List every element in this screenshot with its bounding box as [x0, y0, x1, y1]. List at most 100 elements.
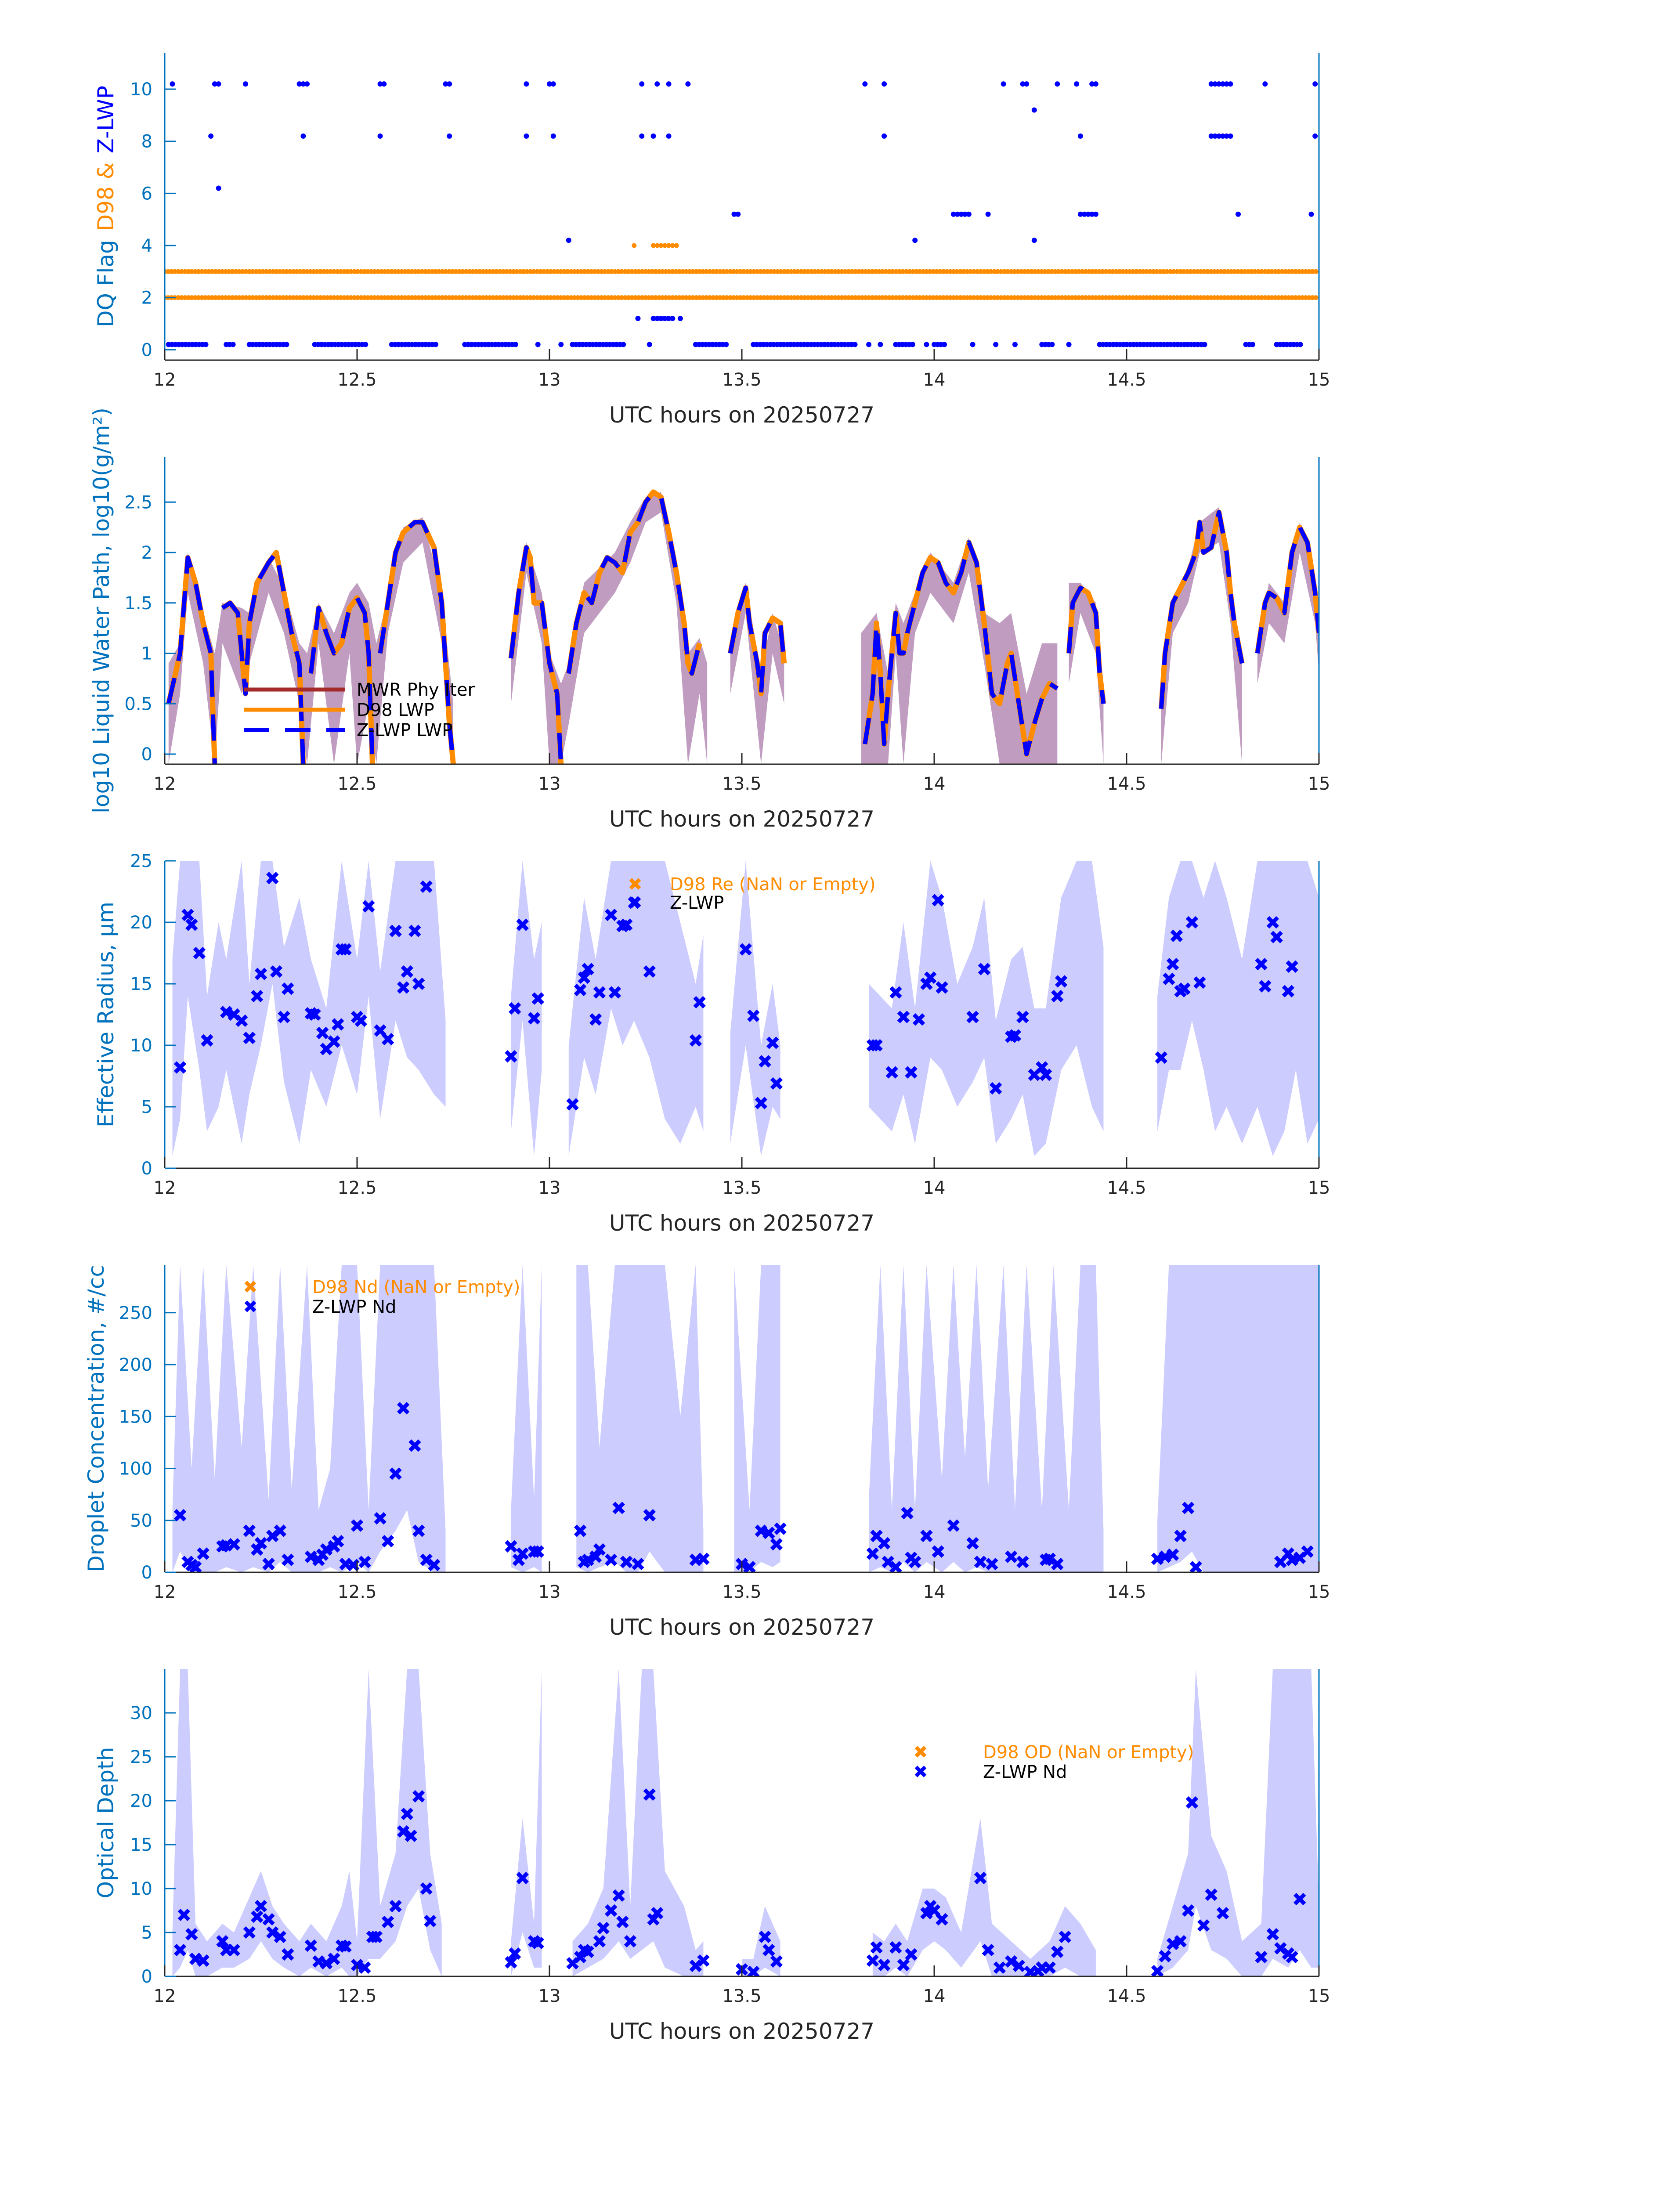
d98-flag-point [958, 269, 963, 274]
d98-flag-point [196, 269, 201, 274]
d98-flag-point [192, 269, 198, 274]
panel4-legend: ✖ ✖ D98 Nd (NaN or Empty) Z-LWP Nd [243, 1277, 520, 1317]
d98-flag-point [1164, 295, 1170, 300]
zlwp-uncertainty-band [572, 1669, 704, 1976]
zlwp-uncertainty-band [869, 861, 1104, 1156]
d98-flag-point [345, 269, 350, 274]
d98-flag-point [931, 269, 936, 274]
zlwp-point [1185, 1796, 1199, 1809]
d98-flag-point [528, 295, 533, 300]
zlwp-point [424, 1914, 437, 1928]
d98-flag-point [1195, 269, 1200, 274]
d98-flag-point [663, 295, 668, 300]
d98-flag-point [260, 295, 266, 300]
d98-flag-point [203, 269, 208, 274]
d98-flag-point [1042, 295, 1048, 300]
zlwp-uncertainty-band [172, 1669, 442, 1976]
d98-flag-point [683, 269, 689, 274]
zlwp-flag-point [1012, 342, 1018, 347]
zlwp-point [328, 1035, 340, 1048]
zlwp-uncertainty-band [869, 1265, 1104, 1572]
panel5-ylabel: Optical Depth [93, 1747, 119, 1899]
zlwp-flag-point [433, 342, 439, 347]
d98-flag-point [975, 269, 980, 274]
d98-flag-point [1107, 295, 1112, 300]
zlwp-flag-point [1031, 107, 1037, 113]
d98-flag-point [521, 269, 526, 274]
zlwp-point [354, 1014, 367, 1027]
zlwp-point [1008, 1029, 1022, 1042]
d98-flag-point [636, 295, 641, 300]
d98-flag-point [1127, 295, 1132, 300]
y-tick-label: 30 [130, 1703, 152, 1723]
y-tick-label: 2 [141, 288, 152, 308]
d98-flag-point [596, 295, 601, 300]
x-tick-label: 14 [923, 1582, 946, 1602]
d98-flag-point [524, 269, 530, 274]
zlwp-point [1255, 958, 1268, 971]
d98-flag-point [731, 295, 736, 300]
zlwp-point [612, 1889, 625, 1902]
zlwp-point [878, 1958, 891, 1972]
d98-flag-point [196, 295, 201, 300]
zlwp-point [1174, 1530, 1187, 1542]
d98-flag-point [1307, 269, 1312, 274]
zlwp-flag-point [1089, 211, 1095, 217]
d98-flag-point [934, 295, 939, 300]
d98-flag-point [348, 295, 354, 300]
zlwp-flag-point [1074, 81, 1080, 87]
d98-flag-point [741, 295, 746, 300]
d98-flag-point [1066, 295, 1071, 300]
zlwp-uncertainty-band [568, 861, 704, 1156]
d98-flag-point [707, 295, 712, 300]
zlwp-point [770, 1955, 783, 1968]
d98-flag-point [1110, 295, 1115, 300]
d98-flag-point [1069, 269, 1075, 274]
d98-flag-point [1039, 295, 1044, 300]
zlwp-point [885, 1066, 898, 1079]
d98-flag-point [1002, 295, 1007, 300]
d98-flag-point [924, 269, 929, 274]
d98-flag-point [406, 295, 411, 300]
d98-flag-point [606, 269, 611, 274]
zlwp-flag-point [731, 211, 737, 217]
d98-flag-point [907, 269, 912, 274]
d98-flag-point [1239, 269, 1244, 274]
d98-flag-point [978, 269, 983, 274]
x-tick-label: 12.5 [337, 1986, 376, 2006]
d98-flag-point [430, 269, 435, 274]
d98-flag-point [281, 295, 286, 300]
zlwp-point [350, 1519, 364, 1532]
x-tick-label: 13.5 [722, 774, 761, 794]
d98-flag-point [1256, 269, 1261, 274]
zlwp-flag-point [658, 316, 664, 321]
zlwp-flag-point [1208, 81, 1214, 87]
zlwp-flag-point [1093, 211, 1098, 217]
d98-flag-point [639, 269, 645, 274]
y-tick-label: 100 [119, 1459, 152, 1479]
zlwp-point [505, 1540, 517, 1553]
d98-flag-point [737, 269, 743, 274]
zlwp-point [308, 1008, 321, 1021]
d98-flag-point [1049, 295, 1055, 300]
zlwp-point [755, 1524, 767, 1537]
d98-flag-point [724, 295, 730, 300]
d98-flag-point [1039, 269, 1044, 274]
zlwp-point [689, 1034, 702, 1047]
legend-label-d98: D98 Re (NaN or Empty) [670, 874, 876, 895]
d98-flag-point [379, 295, 384, 300]
d98-flag-point [944, 295, 950, 300]
d98-flag-point [294, 269, 300, 274]
zlwp-point [1293, 1893, 1306, 1906]
d98-flag-point [1026, 269, 1031, 274]
zlwp-point [693, 996, 706, 1009]
d98-flag-point [941, 269, 946, 274]
d98-flag-point [606, 295, 611, 300]
zlwp-flag-point [524, 81, 529, 87]
d98-flag-point [667, 295, 672, 300]
zlwp-flag-point [723, 342, 729, 347]
zlwp-point [320, 1543, 333, 1556]
zlwp-point [389, 1467, 402, 1480]
x-tick-label: 12 [154, 370, 176, 390]
zlwp-flag-point [377, 133, 383, 139]
